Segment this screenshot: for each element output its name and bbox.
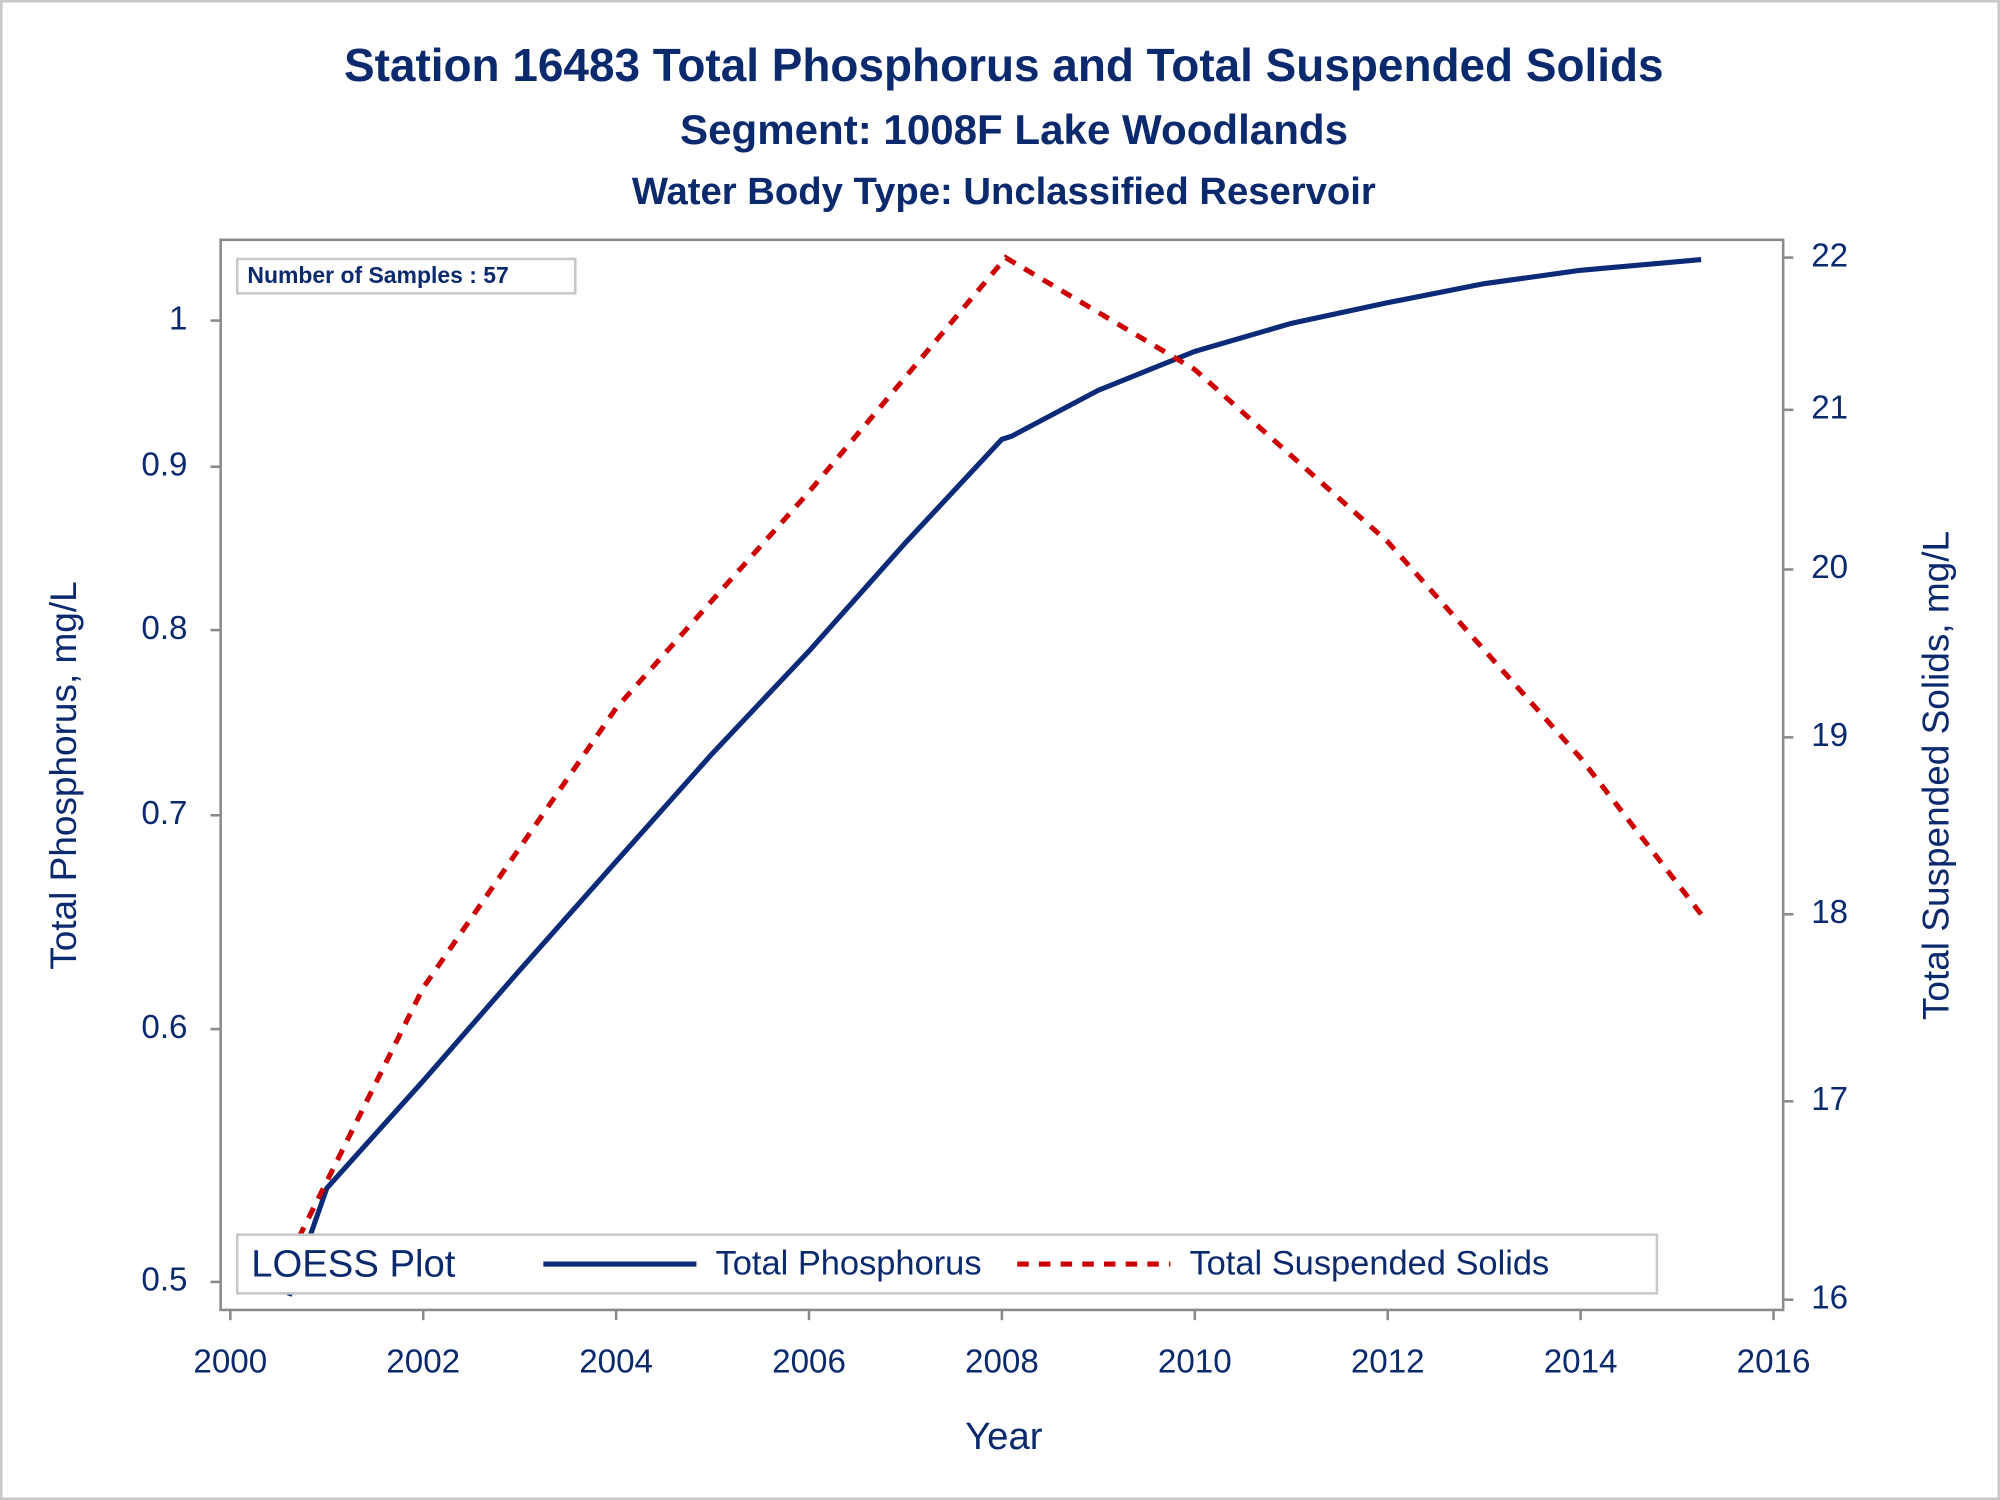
y-axis-label: Total Phosphorus, mg/L <box>43 581 84 969</box>
y-tick-label: 0.8 <box>141 610 187 647</box>
y-tick-label: 1 <box>169 300 187 337</box>
y-tick-label: 0.5 <box>141 1262 187 1299</box>
x-tick-label: 2000 <box>193 1343 267 1380</box>
y-tick-label: 0.9 <box>141 446 187 483</box>
annotation: Number of Samples : 57 <box>247 262 508 288</box>
y2-axis-label: Total Suspended Solids, mg/L <box>1916 531 1957 1020</box>
y2-tick-label: 22 <box>1811 237 1848 274</box>
y2-tick-label: 21 <box>1811 390 1848 427</box>
legend-box <box>235 1233 1659 1295</box>
legend-label: Total Phosphorus <box>716 1244 982 1282</box>
y2-tick-label: 19 <box>1811 717 1848 754</box>
x-tick-label: 2010 <box>1158 1343 1232 1380</box>
chart-title: Station 16483 Total Phosphorus and Total… <box>344 39 1664 91</box>
x-tick-label: 2014 <box>1544 1343 1618 1380</box>
legend-title: LOESS Plot <box>251 1243 455 1286</box>
y2-tick-label: 17 <box>1811 1081 1848 1118</box>
legend-label: Total Suspended Solids <box>1189 1244 1549 1282</box>
chart-subtitle: Segment: 1008F Lake Woodlands <box>680 106 1348 153</box>
x-tick-label: 2004 <box>579 1343 653 1380</box>
series-line <box>286 254 1704 1259</box>
x-tick-label: 2008 <box>965 1343 1039 1380</box>
x-tick-label: 2012 <box>1351 1343 1425 1380</box>
y2-tick-label: 18 <box>1811 894 1848 931</box>
y-tick-label: 0.6 <box>141 1009 187 1046</box>
x-tick-label: 2006 <box>772 1343 846 1380</box>
annotation-box <box>235 257 577 295</box>
series-line <box>286 257 1702 1297</box>
x-axis-label: Year <box>965 1415 1043 1458</box>
x-tick-label: 2002 <box>386 1343 460 1380</box>
y2-tick-label: 16 <box>1811 1279 1848 1316</box>
y2-tick-label: 20 <box>1811 549 1848 586</box>
y-tick-label: 0.7 <box>141 795 187 832</box>
chart-subtitle: Water Body Type: Unclassified Reservoir <box>632 170 1376 213</box>
x-tick-label: 2016 <box>1737 1343 1811 1380</box>
